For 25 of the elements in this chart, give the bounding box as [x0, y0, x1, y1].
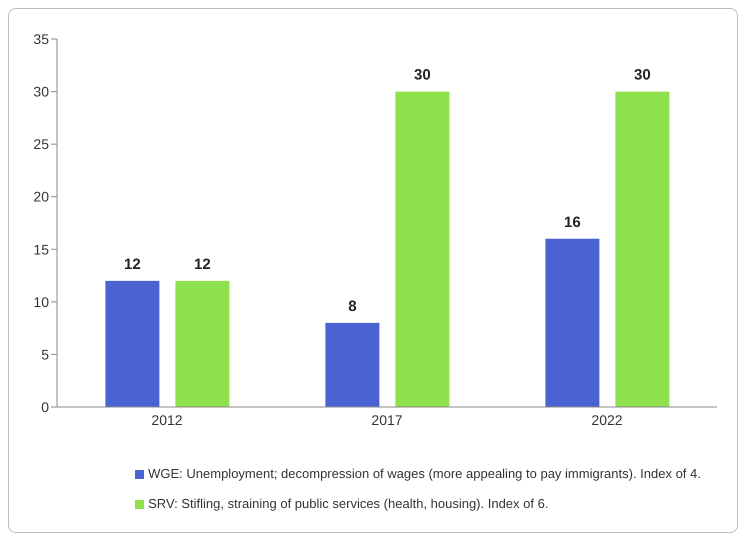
bar — [325, 322, 380, 407]
y-tick-label: 20 — [33, 188, 50, 205]
x-tick-label: 2012 — [151, 412, 183, 428]
data-label: 8 — [348, 298, 357, 315]
y-tick-label: 0 — [41, 398, 50, 415]
legend-label: SRV: Stifling, straining of public services (health, housing). Index of 6. — [148, 496, 548, 511]
bar — [175, 280, 230, 407]
data-label: 12 — [194, 256, 211, 273]
y-tick-label: 25 — [33, 136, 50, 152]
legend-label: WGE: Unemployment; decompression of wages (more appealing to pay immigrants). Index of 4. — [148, 466, 701, 481]
y-tick-label: 30 — [33, 84, 50, 100]
y-tick-label: 35 — [33, 30, 50, 47]
y-tick-label: 10 — [33, 294, 50, 310]
bar — [545, 238, 600, 407]
bar — [105, 280, 160, 407]
x-tick-label: 2017 — [371, 412, 403, 428]
data-label: 30 — [634, 66, 651, 84]
data-label: 12 — [124, 256, 141, 273]
data-label: 16 — [564, 214, 581, 231]
bar — [615, 92, 670, 407]
x-tick-label: 2022 — [591, 412, 623, 428]
data-label: 30 — [414, 66, 431, 84]
bar — [395, 92, 450, 407]
y-tick-label: 15 — [33, 241, 50, 258]
y-tick-label: 5 — [41, 346, 50, 362]
